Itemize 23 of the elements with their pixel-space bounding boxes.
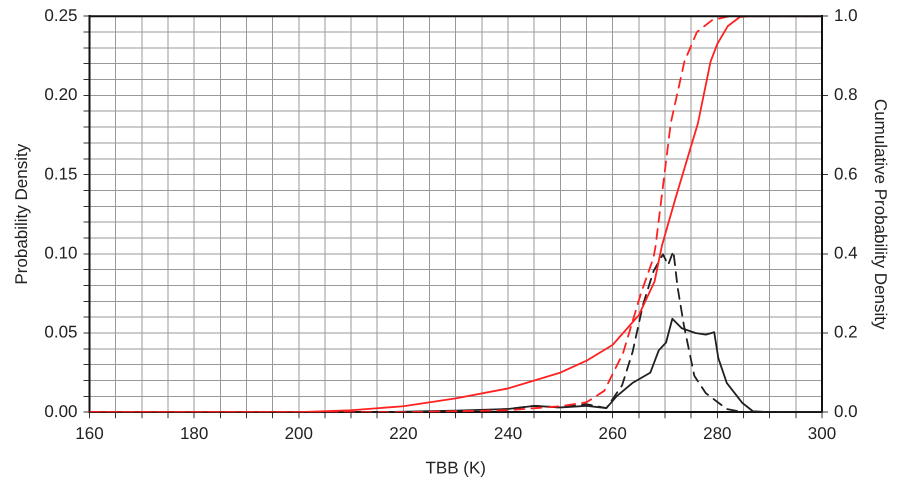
y2-tick-label: 0.2	[834, 322, 858, 342]
y2-tick-label: 0.0	[834, 402, 858, 421]
x-tick-label: 240	[494, 424, 522, 444]
x-tick-label: 200	[284, 424, 313, 444]
x-tick-label: 300	[808, 424, 836, 444]
x-tick-label: 280	[703, 424, 732, 444]
y2-tick-label: 0.4	[834, 243, 858, 262]
y2-tick-label: 1.0	[834, 6, 858, 25]
y-tick-label: 0.10	[44, 243, 78, 262]
x-axis-title: TBB (K)	[426, 458, 486, 478]
y2-tick-label: 0.6	[834, 164, 858, 184]
y-tick-label: 0.00	[44, 402, 78, 421]
y2-tick-label: 0.8	[834, 85, 858, 104]
y-tick-label: 0.20	[44, 85, 78, 104]
y-tick-label: 0.05	[44, 322, 78, 342]
y-tick-label: 0.25	[44, 6, 78, 25]
x-tick-label: 220	[389, 424, 418, 444]
x-tick-label: 160	[75, 424, 104, 444]
y-tick-label: 0.15	[44, 164, 78, 184]
x-tick-label: 180	[180, 424, 208, 444]
y2-axis-title: Cumulative Probability Density	[871, 98, 890, 330]
y-axis-title: Probability Density	[12, 143, 31, 285]
x-tick-label: 260	[598, 424, 627, 444]
